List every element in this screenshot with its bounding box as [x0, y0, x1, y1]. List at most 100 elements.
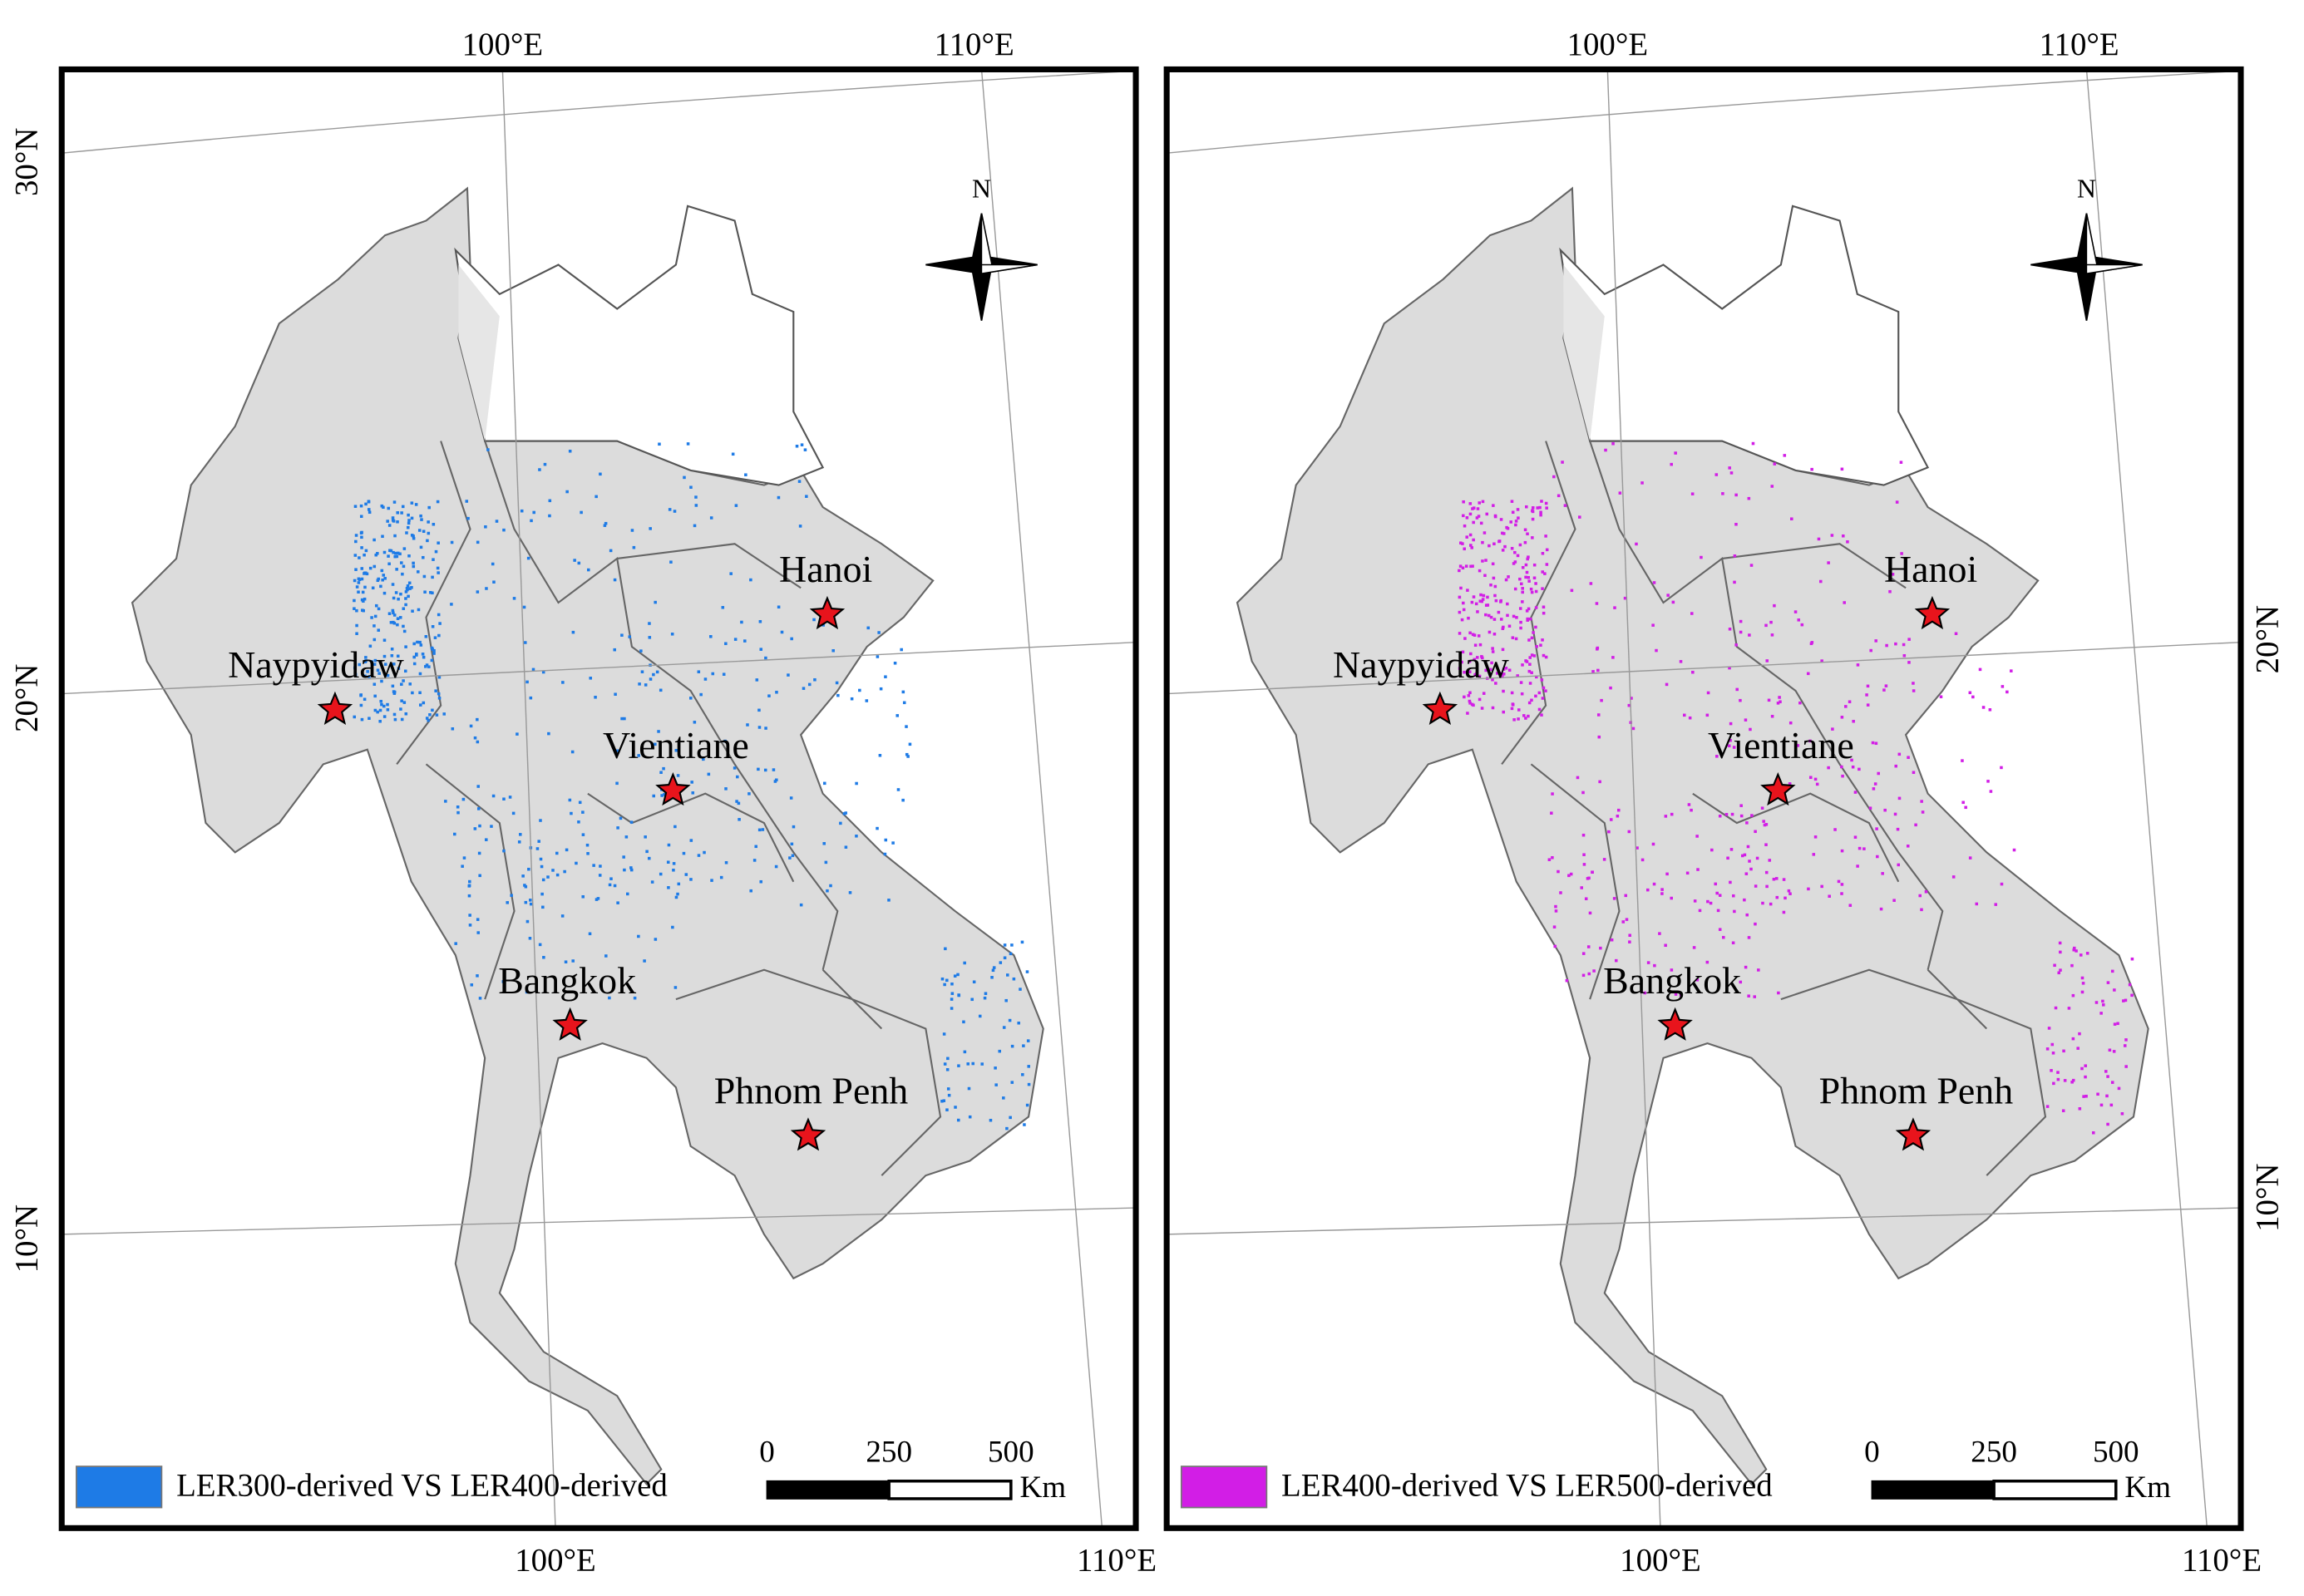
change-pixel	[382, 505, 385, 510]
change-pixel	[758, 619, 762, 623]
change-pixel	[368, 675, 371, 678]
change-pixel	[517, 840, 521, 844]
change-pixel	[383, 663, 387, 666]
change-pixel	[411, 609, 414, 613]
change-pixel	[2124, 998, 2128, 1002]
graticule-line	[62, 1207, 1137, 1235]
change-pixel	[608, 883, 612, 887]
scale-bar-white	[887, 1479, 1013, 1500]
change-pixel	[1800, 623, 1804, 627]
change-pixel	[525, 919, 530, 924]
change-pixel	[1733, 580, 1736, 584]
change-pixel	[609, 877, 613, 880]
change-pixel	[1534, 625, 1537, 629]
latitude-label: 30°N	[8, 128, 44, 196]
change-pixel	[412, 662, 417, 666]
change-pixel	[1627, 703, 1631, 707]
change-pixel	[1856, 864, 1859, 868]
change-pixel	[652, 672, 655, 677]
change-pixel	[1480, 655, 1483, 658]
change-pixel	[420, 518, 423, 521]
change-pixel	[1532, 563, 1537, 567]
change-pixel	[1539, 643, 1542, 647]
change-pixel	[468, 914, 471, 917]
longitude-label: 100°E	[1567, 27, 1649, 62]
change-pixel	[709, 516, 713, 520]
change-pixel	[2070, 1081, 2074, 1084]
change-pixel	[1499, 518, 1503, 521]
change-pixel	[1542, 605, 1546, 609]
change-pixel	[450, 603, 453, 606]
change-pixel	[757, 767, 760, 771]
change-pixel	[405, 587, 409, 590]
change-pixel	[944, 947, 947, 951]
change-pixel	[522, 605, 526, 609]
change-pixel	[1715, 891, 1719, 895]
change-pixel	[1621, 920, 1626, 924]
change-pixel	[1808, 739, 1812, 743]
change-pixel	[506, 901, 509, 904]
change-pixel	[1902, 643, 1906, 647]
change-pixel	[412, 655, 416, 659]
change-pixel	[684, 873, 688, 876]
change-pixel	[2045, 1047, 2050, 1051]
change-pixel	[671, 925, 674, 929]
change-pixel	[495, 520, 499, 523]
change-pixel	[1552, 925, 1557, 929]
change-pixel	[1541, 638, 1544, 642]
change-pixel	[622, 855, 625, 859]
change-pixel	[1494, 598, 1498, 603]
change-pixel	[377, 607, 381, 611]
change-pixel	[1840, 467, 1844, 471]
change-pixel	[1481, 540, 1484, 544]
change-pixel	[389, 621, 393, 624]
change-pixel	[1475, 656, 1479, 659]
change-pixel	[585, 843, 590, 847]
change-pixel	[1511, 702, 1515, 706]
change-pixel	[419, 514, 422, 518]
change-pixel	[393, 554, 397, 559]
legend-swatch	[1180, 1465, 1268, 1509]
change-pixel	[1009, 952, 1013, 956]
change-pixel	[1674, 451, 1677, 455]
change-pixel	[372, 624, 376, 628]
change-pixel	[1561, 461, 1564, 464]
change-pixel	[1529, 587, 1533, 591]
change-pixel	[744, 473, 747, 476]
change-pixel	[407, 513, 410, 517]
change-pixel	[850, 697, 854, 701]
change-pixel	[1475, 672, 1478, 676]
change-pixel	[1477, 515, 1481, 518]
change-pixel	[436, 500, 440, 504]
change-pixel	[1643, 991, 1646, 995]
change-pixel	[1764, 843, 1768, 846]
change-pixel	[373, 658, 377, 663]
change-pixel	[1542, 653, 1546, 658]
change-pixel	[1460, 618, 1464, 622]
change-pixel	[393, 717, 397, 722]
change-pixel	[1682, 713, 1686, 717]
change-pixel	[1830, 534, 1834, 537]
change-pixel	[757, 726, 762, 729]
change-pixel	[1840, 883, 1844, 886]
change-pixel	[1875, 827, 1878, 830]
change-pixel	[1665, 872, 1669, 876]
change-pixel	[1521, 565, 1525, 569]
change-pixel	[412, 564, 416, 569]
change-pixel	[1530, 698, 1533, 702]
change-pixel	[1729, 471, 1734, 475]
change-pixel	[1462, 500, 1465, 504]
change-pixel	[570, 811, 573, 815]
change-pixel	[2124, 1065, 2128, 1068]
change-pixel	[1518, 543, 1522, 547]
change-pixel	[382, 654, 387, 658]
change-pixel	[1729, 848, 1734, 851]
change-pixel	[1467, 694, 1471, 697]
change-pixel	[1577, 515, 1581, 519]
change-pixel	[2076, 1047, 2080, 1050]
change-pixel	[668, 508, 672, 511]
change-pixel	[1921, 810, 1925, 814]
change-pixel	[587, 568, 590, 572]
change-pixel	[1528, 617, 1532, 621]
change-pixel	[1525, 505, 1528, 509]
